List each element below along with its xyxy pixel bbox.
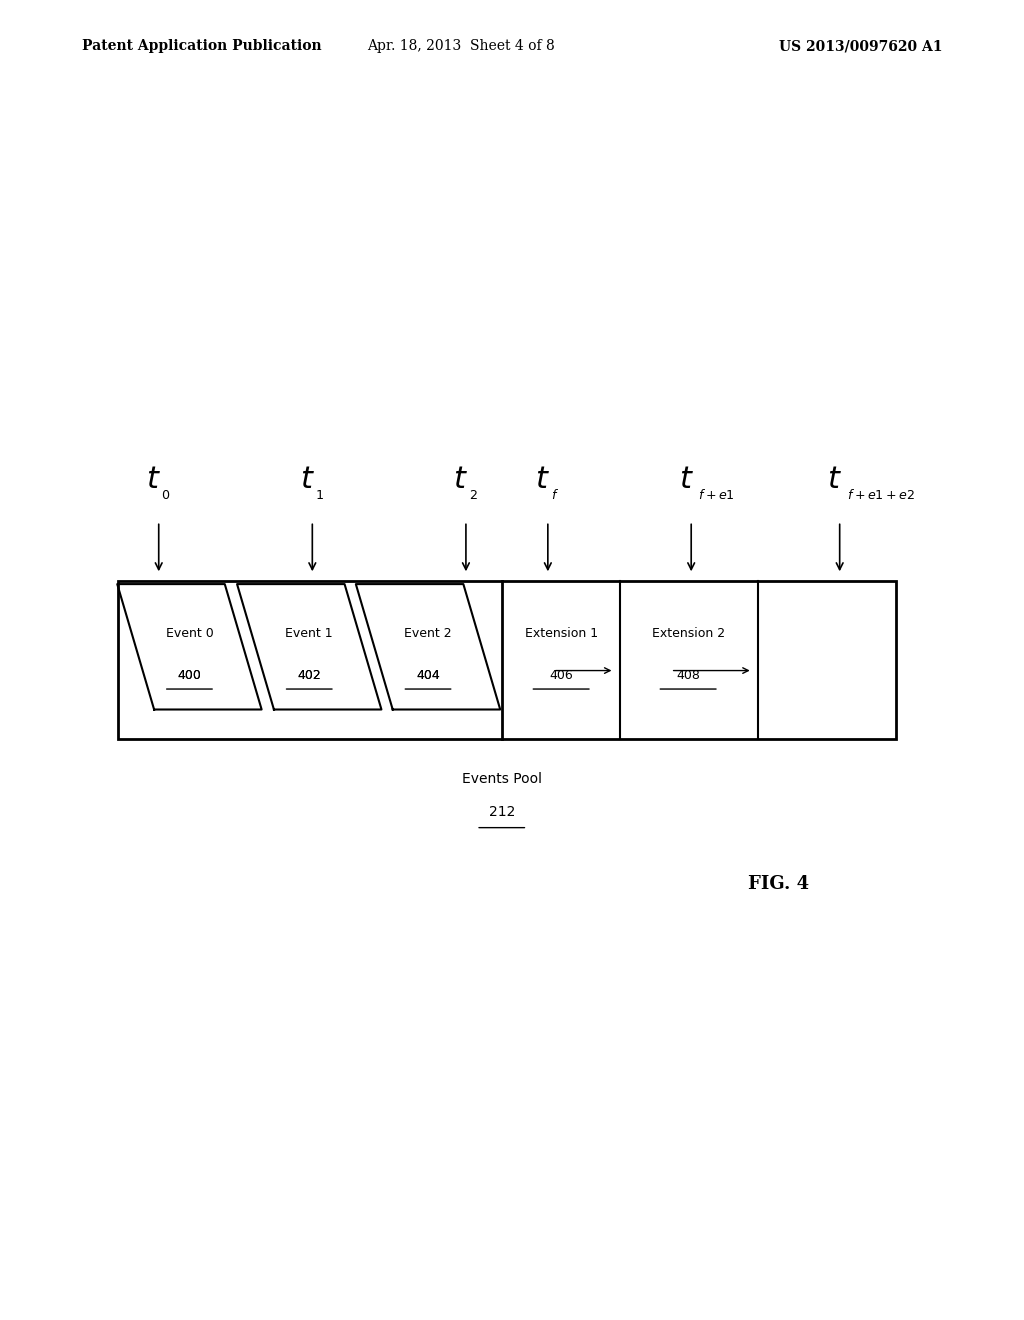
Text: $t$: $t$ — [679, 465, 693, 495]
Text: US 2013/0097620 A1: US 2013/0097620 A1 — [778, 40, 942, 53]
Text: Extension 2: Extension 2 — [651, 627, 725, 640]
Text: 402: 402 — [297, 669, 322, 682]
Text: 406: 406 — [549, 669, 573, 682]
Text: $t$: $t$ — [454, 465, 468, 495]
Text: 404: 404 — [416, 669, 440, 682]
Text: 408: 408 — [676, 669, 700, 682]
Text: $_{0}$: $_{0}$ — [161, 483, 171, 502]
Text: Event 1: Event 1 — [286, 627, 333, 640]
Text: $_{f+e1+e2}$: $_{f+e1+e2}$ — [847, 483, 914, 502]
Text: $t$: $t$ — [536, 465, 550, 495]
Text: $_{1}$: $_{1}$ — [315, 483, 324, 502]
Text: $_{f}$: $_{f}$ — [551, 483, 559, 502]
Text: $t$: $t$ — [146, 465, 161, 495]
Text: $t$: $t$ — [827, 465, 842, 495]
Text: $_{2}$: $_{2}$ — [469, 483, 477, 502]
Text: $_{f+e1}$: $_{f+e1}$ — [698, 483, 735, 502]
Text: 400: 400 — [177, 669, 202, 682]
Text: Event 2: Event 2 — [404, 627, 452, 640]
Text: Patent Application Publication: Patent Application Publication — [82, 40, 322, 53]
Text: Extension 1: Extension 1 — [524, 627, 598, 640]
Text: 400: 400 — [177, 669, 202, 682]
Text: $t$: $t$ — [300, 465, 314, 495]
Text: 404: 404 — [416, 669, 440, 682]
Text: Event 0: Event 0 — [166, 627, 213, 640]
Text: Apr. 18, 2013  Sheet 4 of 8: Apr. 18, 2013 Sheet 4 of 8 — [367, 40, 555, 53]
Text: FIG. 4: FIG. 4 — [748, 875, 809, 894]
Text: 402: 402 — [297, 669, 322, 682]
Text: Events Pool: Events Pool — [462, 772, 542, 787]
Text: 212: 212 — [488, 805, 515, 820]
Bar — [118, 581, 896, 739]
